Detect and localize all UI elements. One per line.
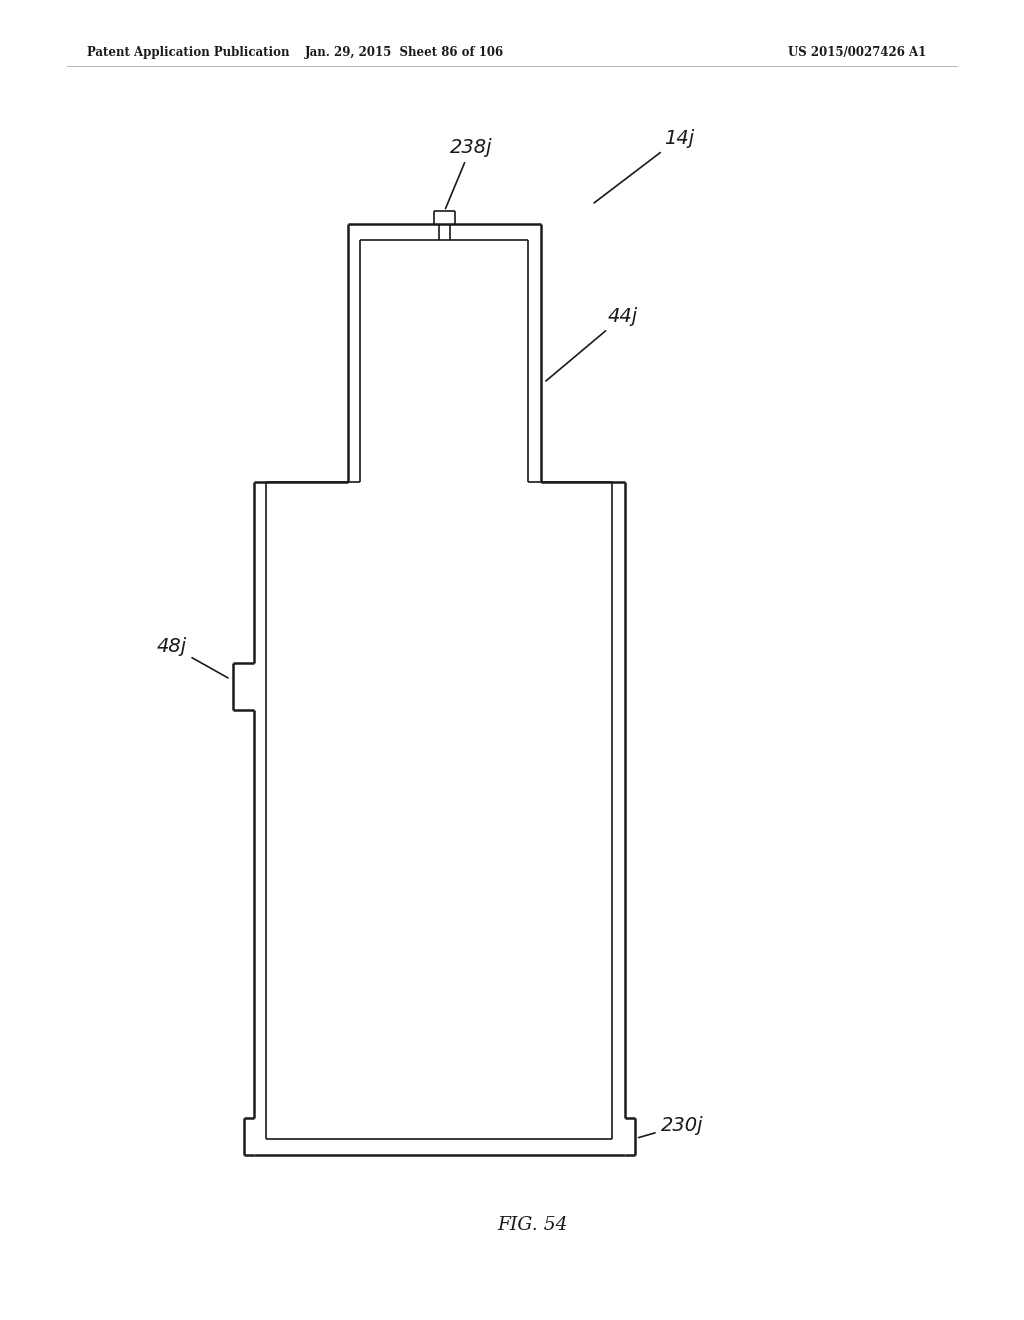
Text: US 2015/0027426 A1: US 2015/0027426 A1 xyxy=(788,46,927,59)
Text: Jan. 29, 2015  Sheet 86 of 106: Jan. 29, 2015 Sheet 86 of 106 xyxy=(305,46,504,59)
Text: Patent Application Publication: Patent Application Publication xyxy=(87,46,290,59)
Text: 230j: 230j xyxy=(639,1115,703,1138)
Text: 44j: 44j xyxy=(546,308,637,381)
Text: FIG. 54: FIG. 54 xyxy=(498,1216,567,1234)
Text: 48j: 48j xyxy=(157,636,228,678)
Text: 238j: 238j xyxy=(445,139,493,209)
Text: 14j: 14j xyxy=(594,129,693,203)
